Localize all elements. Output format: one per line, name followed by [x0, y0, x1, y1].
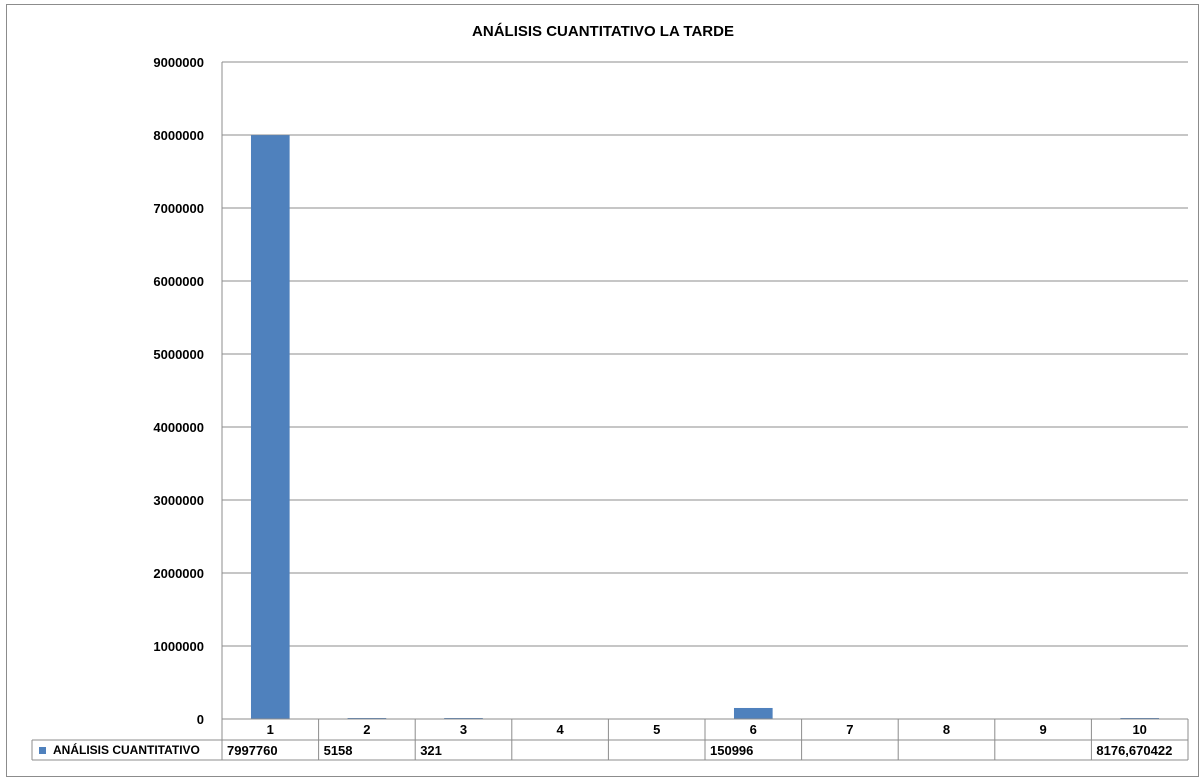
data-table-cell: 5158 — [324, 743, 353, 758]
x-tick-label: 6 — [750, 722, 757, 737]
y-axis-ticks: 0 1000000 2000000 3000000 4000000 5000000 6000… — [153, 55, 204, 727]
x-tick-label: 10 — [1132, 722, 1146, 737]
data-table-cell: 8176,670422 — [1096, 743, 1172, 758]
x-tick-label: 7 — [846, 722, 853, 737]
x-tick-label: 3 — [460, 722, 467, 737]
y-tick-label: 2000000 — [153, 566, 204, 581]
x-tick-label: 1 — [267, 722, 274, 737]
y-tick-label: 7000000 — [153, 201, 204, 216]
y-tick-label: 8000000 — [153, 128, 204, 143]
y-tick-label: 3000000 — [153, 493, 204, 508]
legend-series-name: ANÁLISIS CUANTITATIVO — [53, 742, 200, 757]
x-tick-label: 4 — [556, 722, 564, 737]
y-tick-label: 0 — [197, 712, 204, 727]
bar-6 — [733, 707, 773, 719]
data-table-cell: 150996 — [710, 743, 753, 758]
bars — [250, 135, 1160, 719]
y-tick-label: 9000000 — [153, 55, 204, 70]
y-tick-label: 1000000 — [153, 639, 204, 654]
x-tick-label: 9 — [1039, 722, 1046, 737]
chart-title: ANÁLISIS CUANTITATIVO LA TARDE — [472, 23, 734, 40]
gridlines — [221, 61, 1188, 760]
legend-swatch — [39, 747, 46, 754]
bar-1 — [250, 135, 290, 719]
data-table-cell: 7997760 — [227, 743, 278, 758]
x-tick-label: 2 — [363, 722, 370, 737]
data-table-cell: 321 — [420, 743, 442, 758]
chart-frame — [6, 4, 1199, 777]
y-tick-label: 4000000 — [153, 420, 204, 435]
x-tick-label: 5 — [653, 722, 660, 737]
data-table: 1 7997760 2 5158 3 321 4 5 6 150996 7 8 9 10 8176,6704… — [31, 718, 1189, 761]
x-tick-label: 8 — [943, 722, 950, 737]
y-tick-label: 6000000 — [153, 274, 204, 289]
y-tick-label: 5000000 — [153, 347, 204, 362]
